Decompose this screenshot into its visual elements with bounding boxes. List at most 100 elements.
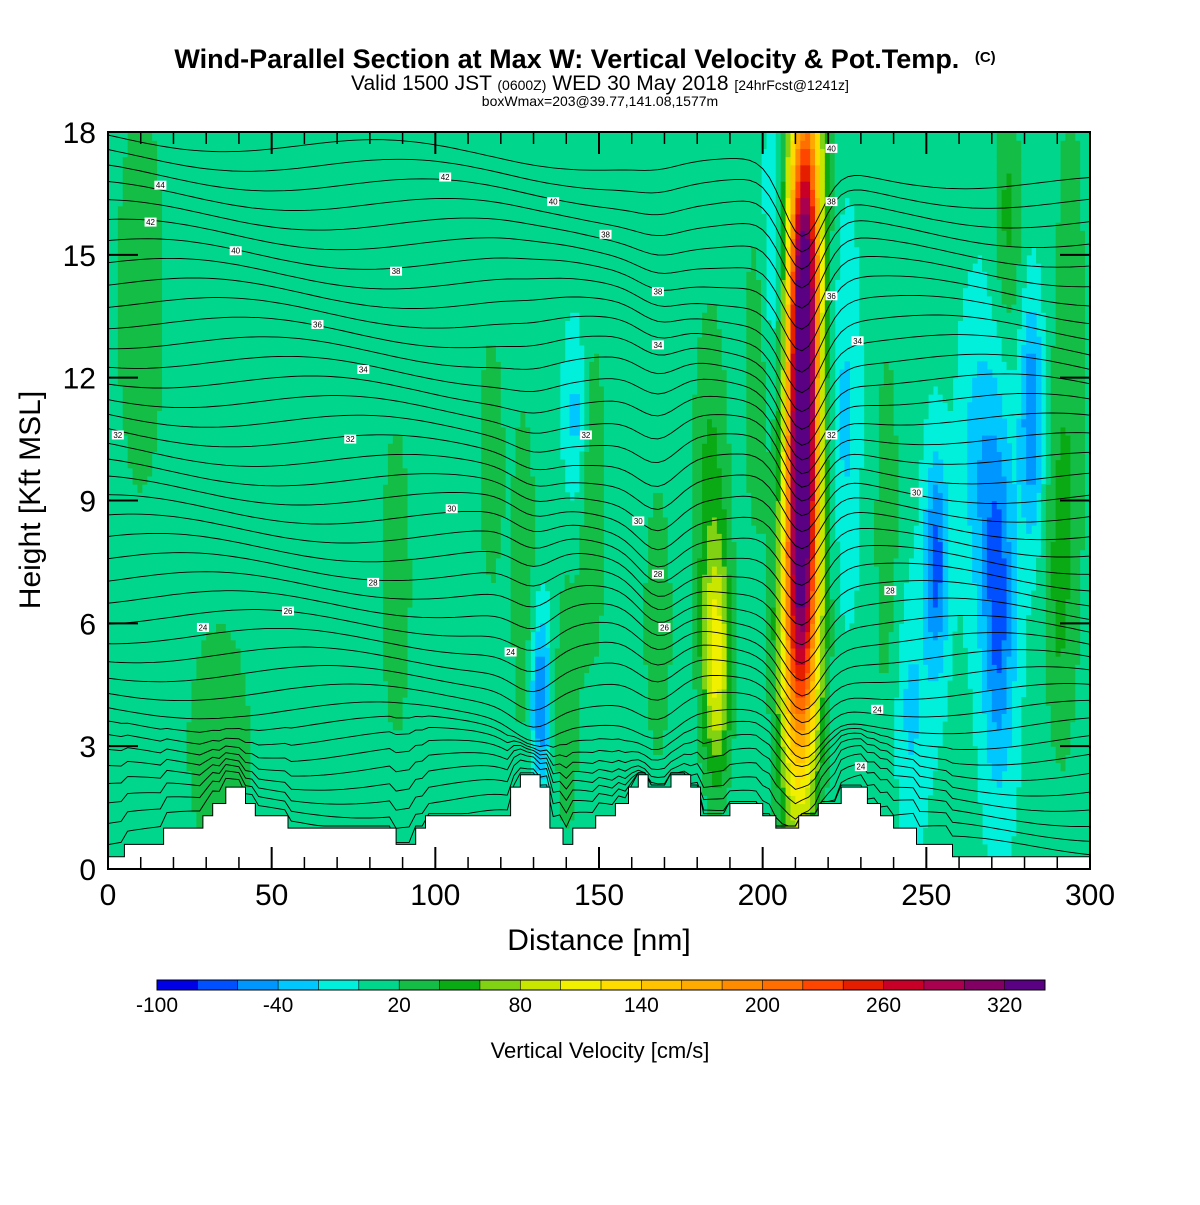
velocity-cell	[274, 623, 281, 633]
velocity-cell	[220, 795, 227, 805]
velocity-cell	[373, 688, 379, 698]
velocity-cell	[152, 279, 158, 289]
velocity-cell	[260, 467, 266, 477]
velocity-cell	[206, 582, 212, 592]
velocity-cell	[137, 434, 143, 444]
velocity-cell	[328, 647, 335, 657]
velocity-cell	[353, 418, 360, 428]
velocity-cell	[108, 664, 114, 674]
velocity-cell	[368, 549, 374, 559]
velocity-cell	[255, 533, 261, 543]
velocity-cell	[333, 205, 340, 215]
velocity-cell	[255, 418, 261, 428]
velocity-cell	[324, 729, 330, 739]
velocity-cell	[348, 230, 355, 240]
velocity-cell	[220, 148, 227, 158]
velocity-cell	[240, 566, 247, 575]
velocity-cell	[216, 426, 222, 436]
velocity-cell	[206, 737, 212, 747]
velocity-cell	[132, 508, 139, 518]
velocity-cell	[122, 287, 129, 297]
velocity-cell	[260, 508, 266, 518]
velocity-cell	[201, 230, 207, 240]
velocity-cell	[245, 623, 251, 633]
velocity-cell	[353, 369, 360, 379]
velocity-cell	[363, 500, 369, 510]
velocity-cell	[309, 312, 315, 321]
velocity-cell	[157, 639, 163, 649]
velocity-cell	[147, 344, 153, 354]
velocity-cell	[309, 688, 315, 698]
velocity-cell	[132, 803, 139, 813]
velocity-cell	[299, 590, 305, 600]
velocity-cell	[211, 525, 217, 534]
velocity-cell	[142, 385, 148, 395]
velocity-cell	[279, 615, 286, 624]
velocity-cell	[299, 369, 305, 379]
velocity-cell	[284, 566, 291, 575]
velocity-cell	[289, 443, 296, 452]
velocity-cell	[299, 394, 305, 403]
velocity-cell	[304, 320, 310, 330]
velocity-cell	[191, 197, 197, 207]
velocity-cell	[304, 582, 310, 592]
velocity-cell	[255, 631, 261, 641]
velocity-cell	[127, 770, 134, 780]
velocity-cell	[117, 508, 124, 518]
velocity-cell	[255, 164, 261, 174]
velocity-cell	[191, 459, 197, 469]
velocity-cell	[230, 132, 237, 141]
velocity-cell	[220, 402, 227, 412]
velocity-cell	[274, 279, 281, 289]
velocity-cell	[166, 287, 173, 297]
velocity-cell	[274, 557, 281, 567]
velocity-cell	[181, 303, 188, 313]
velocity-cell	[358, 385, 364, 395]
velocity-cell	[363, 181, 369, 190]
velocity-cell	[368, 787, 374, 796]
velocity-cell	[220, 606, 227, 616]
velocity-cell	[274, 459, 281, 469]
velocity-cell	[152, 647, 158, 657]
velocity-cell	[220, 754, 227, 764]
velocity-cell	[230, 598, 237, 608]
velocity-cell	[368, 271, 374, 280]
velocity-cell	[289, 197, 296, 207]
velocity-cell	[235, 525, 242, 534]
velocity-cell	[132, 746, 139, 755]
velocity-cell	[314, 328, 320, 338]
velocity-cell	[186, 787, 193, 796]
velocity-cell	[162, 303, 168, 313]
velocity-cell	[162, 254, 168, 264]
velocity-cell	[358, 737, 364, 747]
velocity-cell	[240, 533, 247, 543]
velocity-cell	[328, 295, 335, 305]
velocity-cell	[112, 418, 119, 428]
velocity-cell	[314, 467, 320, 477]
velocity-cell	[196, 705, 202, 715]
velocity-cell	[201, 541, 207, 551]
velocity-cell	[166, 582, 173, 592]
velocity-cell	[289, 328, 296, 338]
velocity-cell	[176, 213, 183, 223]
velocity-cell	[265, 230, 271, 240]
velocity-cell	[137, 508, 143, 518]
velocity-cell	[171, 475, 178, 485]
velocity-cell	[122, 418, 129, 428]
velocity-cell	[328, 344, 335, 354]
velocity-cell	[157, 705, 163, 715]
velocity-cell	[206, 631, 212, 641]
velocity-cell	[152, 132, 158, 141]
velocity-cell	[122, 664, 129, 674]
velocity-cell	[250, 344, 256, 354]
velocity-cell	[358, 492, 364, 502]
velocity-cell	[235, 344, 242, 354]
velocity-cell	[314, 213, 320, 223]
velocity-cell	[314, 516, 320, 526]
velocity-cell	[255, 189, 261, 199]
velocity-cell	[353, 557, 360, 567]
velocity-cell	[240, 664, 247, 674]
velocity-cell	[112, 623, 119, 633]
velocity-cell	[333, 549, 340, 559]
velocity-cell	[147, 828, 153, 837]
